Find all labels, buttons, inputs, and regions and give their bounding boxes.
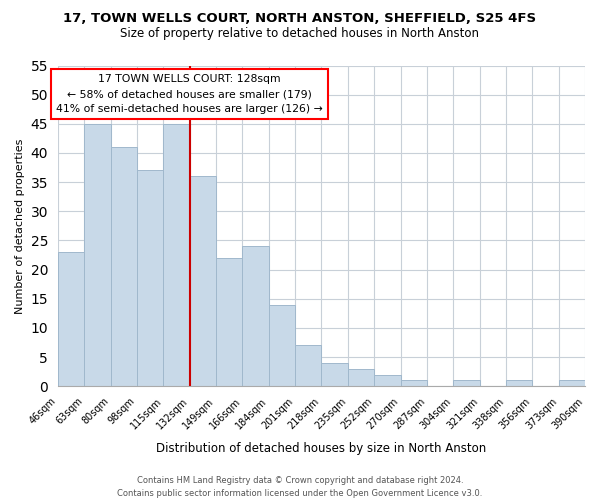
Bar	[242, 246, 269, 386]
Bar	[216, 258, 242, 386]
Bar	[348, 368, 374, 386]
Bar	[190, 176, 216, 386]
Text: 17 TOWN WELLS COURT: 128sqm
← 58% of detached houses are smaller (179)
41% of se: 17 TOWN WELLS COURT: 128sqm ← 58% of det…	[56, 74, 323, 114]
Bar	[269, 304, 295, 386]
Text: Size of property relative to detached houses in North Anston: Size of property relative to detached ho…	[121, 28, 479, 40]
Bar	[559, 380, 585, 386]
Bar	[295, 346, 322, 386]
X-axis label: Distribution of detached houses by size in North Anston: Distribution of detached houses by size …	[157, 442, 487, 455]
Bar	[58, 252, 84, 386]
Text: 17, TOWN WELLS COURT, NORTH ANSTON, SHEFFIELD, S25 4FS: 17, TOWN WELLS COURT, NORTH ANSTON, SHEF…	[64, 12, 536, 26]
Text: Contains HM Land Registry data © Crown copyright and database right 2024.
Contai: Contains HM Land Registry data © Crown c…	[118, 476, 482, 498]
Bar	[322, 363, 348, 386]
Bar	[453, 380, 479, 386]
Bar	[110, 147, 137, 386]
Y-axis label: Number of detached properties: Number of detached properties	[15, 138, 25, 314]
Bar	[374, 374, 401, 386]
Bar	[163, 124, 190, 386]
Bar	[506, 380, 532, 386]
Bar	[137, 170, 163, 386]
Bar	[401, 380, 427, 386]
Bar	[84, 124, 110, 386]
